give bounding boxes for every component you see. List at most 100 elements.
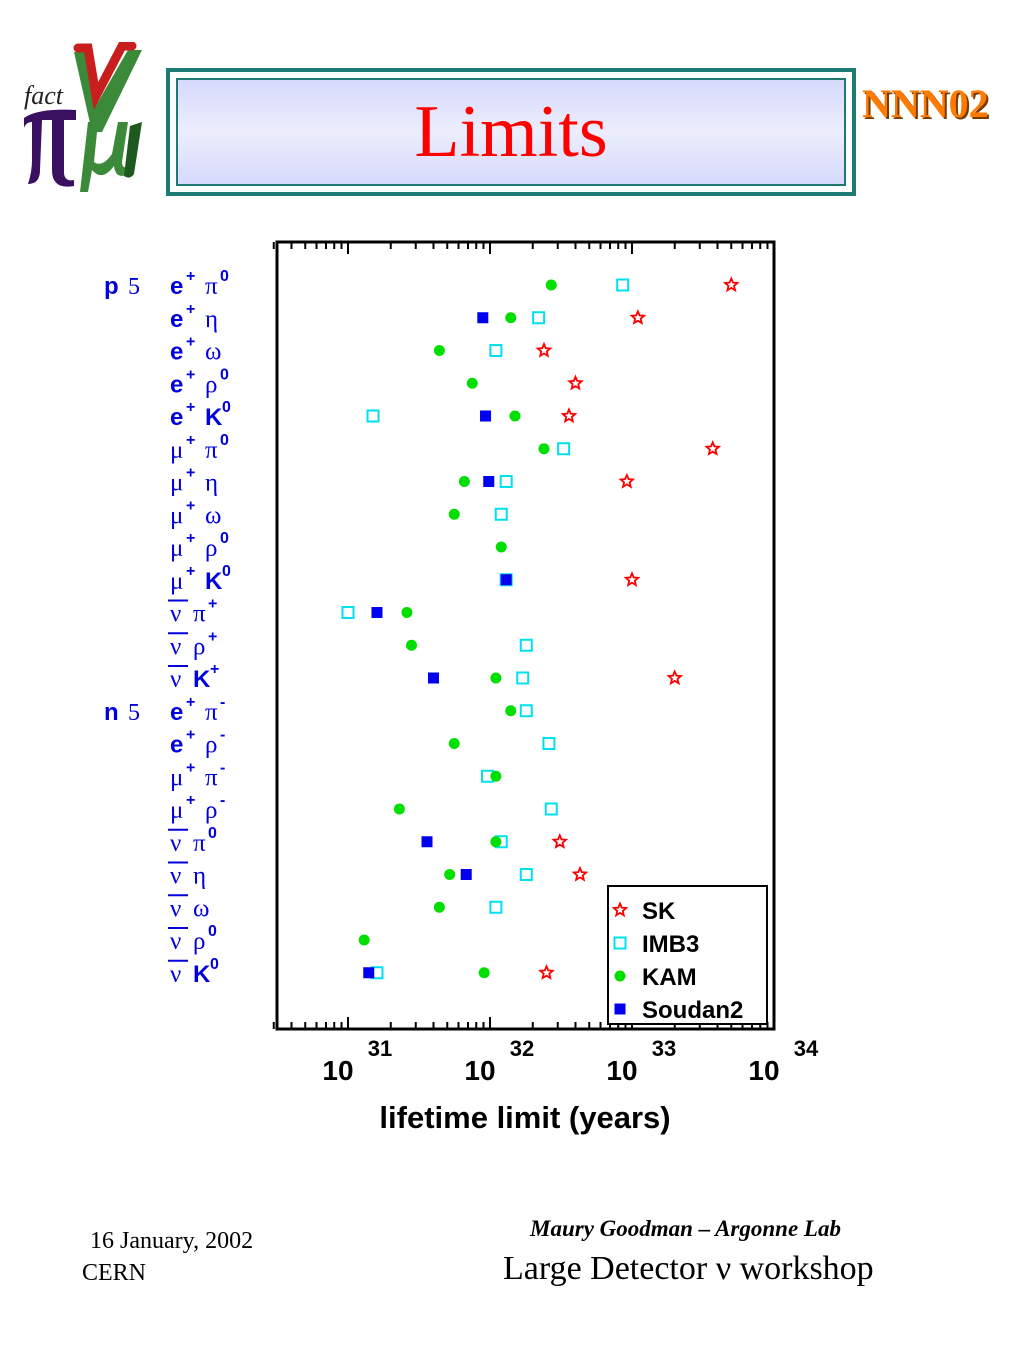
particle-2: K — [205, 568, 223, 595]
particle-1: μ — [170, 797, 183, 824]
soudan2-point — [421, 836, 433, 848]
legend-box — [607, 885, 768, 1025]
sk-point — [535, 341, 553, 358]
decay-mode-label: e + ρ - — [170, 727, 225, 759]
particle-2: ω — [205, 502, 221, 529]
decay-mode-label: ν ρ + — [168, 628, 217, 660]
decay-mode-label: μ + ρ 0 — [170, 530, 229, 562]
imb3-point — [557, 442, 571, 456]
x-tick-label: 10 — [464, 1055, 495, 1086]
sk-point — [560, 407, 578, 424]
data-markers — [341, 276, 740, 980]
particle-2-charge: + — [208, 628, 217, 645]
title-panel: Limits — [176, 78, 846, 186]
group-symbol: 5 — [128, 274, 140, 300]
decay-mode-label: μ + ω — [170, 497, 221, 529]
particle-1: e — [170, 371, 183, 398]
tick-base: 10 — [322, 1055, 353, 1086]
particle-2: π — [205, 273, 218, 300]
logo-nu-glyph-red — [73, 42, 137, 111]
tick-base: 10 — [748, 1055, 779, 1086]
kam-point — [478, 967, 490, 979]
kam-point — [538, 443, 550, 455]
particle-2: π — [193, 601, 206, 628]
title-box: Limits — [166, 68, 856, 196]
soudan2-point — [460, 869, 472, 880]
particle-2-charge: 0 — [220, 268, 229, 285]
group-label: p — [104, 273, 119, 300]
kam-point — [358, 934, 370, 946]
kam-point — [466, 377, 478, 389]
x-tick-labels: 10 31 10 32 10 33 10 34 — [322, 1036, 819, 1086]
soudan2-point — [363, 967, 375, 979]
particle-2: π — [205, 764, 218, 791]
decay-mode-label: μ + η — [170, 465, 218, 497]
kam-point — [433, 345, 445, 356]
particle-1-charge: + — [186, 301, 195, 318]
legend-label: KAM — [642, 964, 697, 991]
particle-1: e — [170, 732, 183, 759]
imb3-point — [532, 311, 546, 325]
footer-workshop: Large Detector ν workshop — [503, 1250, 874, 1287]
kam-point — [490, 836, 502, 848]
particle-2-charge: - — [220, 694, 225, 711]
particle-1-charge: + — [186, 727, 195, 744]
legend-kam-marker — [614, 970, 626, 982]
footer-date: 16 January, 2002 — [90, 1228, 254, 1254]
particle-1: ν — [170, 863, 181, 890]
decay-mode-label: μ + π 0 — [170, 432, 229, 464]
particle-2-charge: + — [210, 661, 219, 678]
particle-2-charge: - — [220, 792, 225, 809]
legend-label: IMB3 — [642, 931, 699, 958]
particle-2-charge: 0 — [222, 563, 231, 580]
particle-2: ω — [193, 895, 209, 922]
legend: SK IMB3 KAM Soudan2 — [607, 885, 768, 1025]
particle-2: η — [205, 470, 218, 497]
particle-1-charge: + — [186, 563, 195, 580]
decay-mode-label: e + π - — [170, 694, 225, 726]
logo-text: fact — [24, 81, 64, 110]
particle-1-charge: + — [186, 792, 195, 809]
group-symbol: 5 — [128, 700, 140, 726]
soudan2-point — [427, 672, 439, 684]
particle-2-charge: - — [220, 727, 225, 744]
sk-point — [551, 832, 569, 849]
sk-point — [666, 669, 684, 686]
particle-2-charge: + — [208, 596, 217, 613]
particle-1-charge: + — [186, 759, 195, 776]
soudan2-point — [500, 574, 512, 586]
particle-1-charge: + — [186, 497, 195, 514]
sk-point — [567, 374, 584, 391]
particle-2: K — [193, 961, 211, 988]
imb3-point — [494, 507, 508, 521]
particle-2-charge: 0 — [222, 399, 231, 416]
imb3-point — [489, 344, 503, 357]
decay-mode-label: e + ρ 0 — [170, 366, 229, 398]
imb3-point — [519, 868, 533, 881]
tick-base: 10 — [606, 1055, 637, 1086]
particle-2: π — [205, 699, 218, 726]
kam-point — [444, 869, 456, 880]
particle-1: ν — [170, 666, 181, 693]
decay-mode-label: μ + π - — [170, 759, 225, 791]
particle-1: ν — [170, 961, 181, 988]
particle-2: ρ — [193, 928, 205, 955]
particle-1: ν — [170, 601, 181, 628]
sk-point — [704, 439, 722, 456]
tick-base: 10 — [464, 1055, 495, 1086]
particle-1-charge: + — [186, 268, 195, 285]
logo-pi-glyph — [24, 109, 76, 187]
kam-point — [509, 410, 521, 422]
sk-point — [629, 308, 647, 325]
legend-label: SK — [642, 898, 676, 925]
kam-point — [433, 901, 445, 913]
particle-2: ρ — [205, 371, 217, 398]
kam-point — [448, 738, 460, 749]
particle-2: ρ — [205, 732, 217, 759]
particle-2-charge: 0 — [220, 366, 229, 383]
